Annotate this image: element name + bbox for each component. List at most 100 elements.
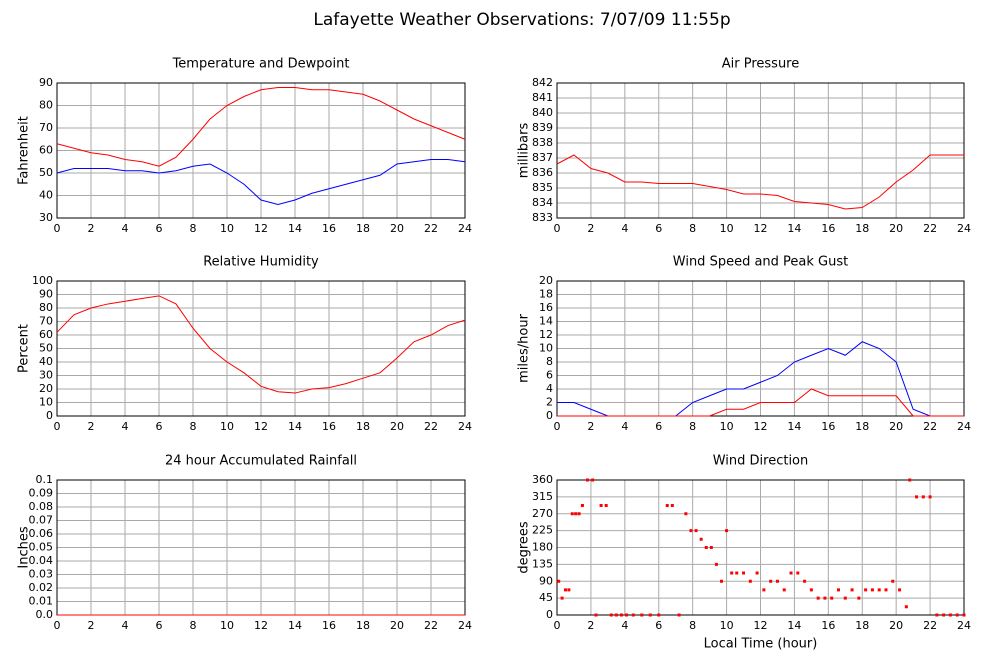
y-tick-label: 0.08 <box>29 500 54 513</box>
x-tick-label: 16 <box>821 222 835 235</box>
data-line <box>56 159 466 206</box>
x-tick-label: 8 <box>689 420 696 433</box>
x-tick-label: 14 <box>787 619 801 632</box>
y-tick-label: 18 <box>539 288 553 301</box>
x-tick-label: 10 <box>720 222 734 235</box>
x-tick-label: 22 <box>923 619 937 632</box>
y-tick-label: 0 <box>46 409 53 422</box>
y-tick-label: 40 <box>39 189 53 202</box>
y-tick-label: 0 <box>546 608 553 621</box>
data-line <box>56 87 466 167</box>
y-tick-label: 0.07 <box>29 514 54 527</box>
data-point <box>614 613 618 617</box>
x-tick-label: 0 <box>554 222 561 235</box>
x-tick-label: 12 <box>254 420 268 433</box>
data-point <box>577 512 581 516</box>
data-point <box>823 596 827 600</box>
data-point <box>769 579 773 583</box>
x-tick-label: 16 <box>821 420 835 433</box>
x-tick-label: 24 <box>458 420 472 433</box>
plot-frame <box>556 479 965 616</box>
y-tick-label: 834 <box>532 196 553 209</box>
data-point <box>648 613 652 617</box>
data-point <box>657 613 661 617</box>
data-point <box>755 571 759 575</box>
y-axis-label: Fahrenheit <box>17 116 32 185</box>
data-point <box>935 613 939 617</box>
y-tick-label: 835 <box>532 181 553 194</box>
y-tick-label: 30 <box>39 369 53 382</box>
x-tick-label: 20 <box>390 420 404 433</box>
x-tick-label: 20 <box>889 222 903 235</box>
x-tick-label: 0 <box>54 420 61 433</box>
y-tick-label: 135 <box>532 557 553 570</box>
data-point <box>670 504 674 507</box>
chart-title: Wind Direction <box>713 454 809 469</box>
data-point <box>955 613 959 617</box>
data-point <box>684 512 688 516</box>
x-tick-label: 6 <box>655 619 662 632</box>
y-tick-label: 60 <box>39 144 53 157</box>
y-tick-label: 80 <box>39 99 53 112</box>
data-point <box>604 504 608 507</box>
y-tick-label: 16 <box>539 301 553 314</box>
x-tick-label: 16 <box>322 619 336 632</box>
data-point <box>742 571 746 575</box>
y-tick-label: 842 <box>532 76 553 89</box>
y-tick-label: 838 <box>532 136 553 149</box>
data-point <box>567 588 571 592</box>
data-point <box>574 512 578 516</box>
x-tick-label: 12 <box>754 420 768 433</box>
x-tick-label: 14 <box>288 420 302 433</box>
y-tick-label: 837 <box>532 151 553 164</box>
data-point <box>891 579 895 583</box>
y-tick-label: 0.03 <box>29 568 54 581</box>
x-tick-label: 18 <box>356 222 370 235</box>
y-tick-label: 840 <box>532 106 553 119</box>
data-point <box>809 588 813 592</box>
y-tick-label: 30 <box>39 211 53 224</box>
x-tick-label: 8 <box>689 619 696 632</box>
x-tick-label: 18 <box>356 619 370 632</box>
data-point <box>921 495 925 499</box>
data-point <box>789 571 793 575</box>
data-point <box>904 605 908 609</box>
chart-title: 24 hour Accumulated Rainfall <box>165 454 357 469</box>
x-tick-label: 12 <box>754 619 768 632</box>
y-tick-label: 360 <box>532 473 553 486</box>
data-point <box>735 571 739 575</box>
data-point <box>677 613 681 617</box>
x-tick-label: 2 <box>587 619 594 632</box>
data-point <box>714 562 718 566</box>
x-tick-label: 18 <box>356 420 370 433</box>
x-tick-label: 14 <box>787 222 801 235</box>
y-tick-label: 70 <box>39 121 53 134</box>
data-point <box>591 478 595 482</box>
x-tick-label: 22 <box>424 619 438 632</box>
data-point <box>962 613 966 617</box>
x-tick-label: 18 <box>855 619 869 632</box>
x-tick-label: 10 <box>220 420 234 433</box>
y-axis-label: degrees <box>517 521 532 574</box>
y-tick-label: 225 <box>532 524 553 537</box>
data-point <box>594 613 598 617</box>
y-tick-label: 0.04 <box>29 554 54 567</box>
x-tick-label: 6 <box>156 619 163 632</box>
y-tick-label: 12 <box>539 328 553 341</box>
data-point <box>557 579 561 583</box>
y-tick-label: 180 <box>532 541 553 554</box>
y-tick-label: 270 <box>532 507 553 520</box>
x-tick-label: 12 <box>254 619 268 632</box>
x-tick-label: 20 <box>390 222 404 235</box>
data-point <box>599 504 603 507</box>
y-tick-label: 0.02 <box>29 581 54 594</box>
x-tick-label: 10 <box>220 222 234 235</box>
x-tick-label: 22 <box>923 420 937 433</box>
data-point <box>609 613 613 617</box>
plot-frame <box>556 82 965 219</box>
x-tick-label: 16 <box>322 420 336 433</box>
y-tick-label: 2 <box>546 396 553 409</box>
data-point <box>775 579 779 583</box>
